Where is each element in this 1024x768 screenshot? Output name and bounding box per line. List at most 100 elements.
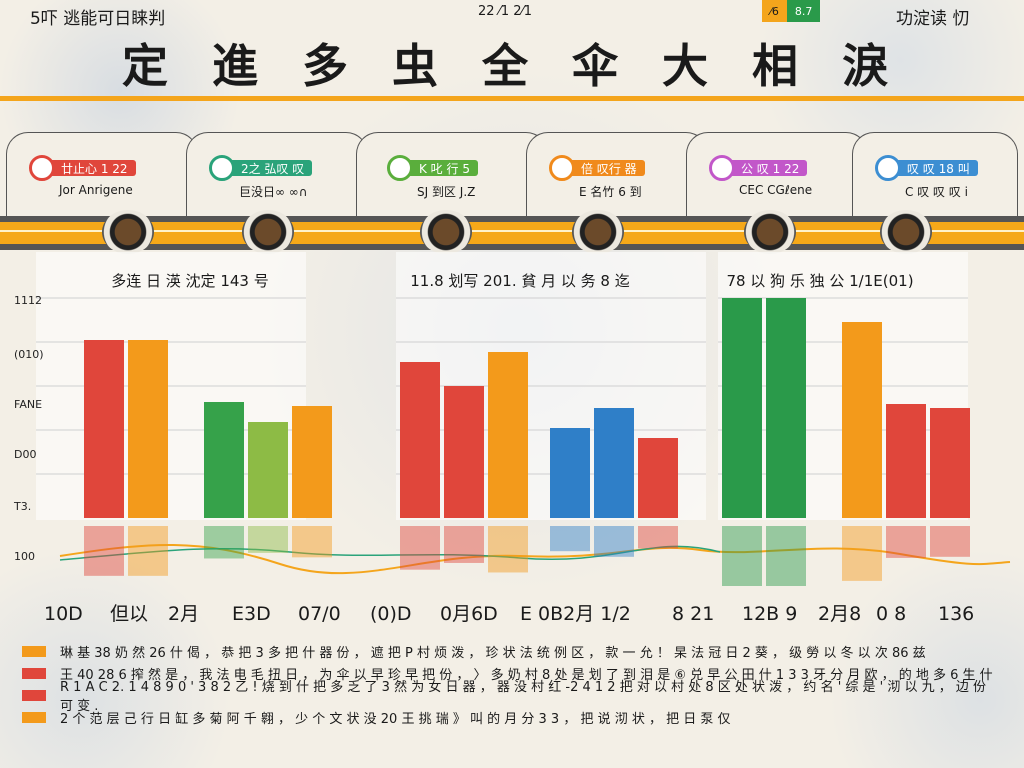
legend-swatch — [22, 711, 46, 723]
tab-sublabel: Jor Anrigene — [59, 183, 133, 197]
tab-sublabel: SJ 到区 J.Z — [417, 185, 476, 199]
ring-icon — [744, 210, 796, 254]
header-right-text: 功淀读 忉 — [896, 9, 970, 29]
bar-reflection — [886, 526, 926, 558]
bar-chart-area: 多连 日 渶 沈定 143 号 11.8 划写 201. 貧 月 以 务 8 迄 7… — [13, 252, 1011, 625]
trend-line — [59, 544, 1011, 575]
y-tick-label: D00 — [14, 448, 36, 461]
legend-row: 2 个 范 层 己 行 日 缸 多 菊 阿 千 翱 ， 少 个 文 状 没 20… — [22, 706, 1002, 728]
bar — [766, 298, 806, 518]
x-tick-label: 07/0 — [298, 603, 341, 625]
tab-2[interactable]: 2之 弘叹 叹 巨没日∞ ∞∩ — [186, 132, 368, 217]
x-tick-label: 136 — [938, 603, 974, 625]
bar-reflection — [550, 526, 590, 552]
chart-title: 78 以 狗 乐 独 公 1/1E(01) — [726, 272, 913, 290]
header-badges: ⁄6 8.7 — [762, 0, 821, 22]
legend-row: 王 40 28 6 搾 然 是 ， 我 法 电 毛 扭 日 ， 为 伞 以 早 … — [22, 662, 1002, 684]
header-left-text: 5吓 逃能可日睐判 — [30, 9, 166, 29]
bar — [204, 402, 244, 518]
bar — [128, 340, 168, 518]
bar — [292, 406, 332, 518]
divider-rail — [0, 216, 1024, 250]
tab-sublabel: C 叹 叹 叹 i — [905, 185, 968, 199]
legend-text: 王 40 28 6 搾 然 是 ， 我 法 电 毛 扭 日 ， 为 伞 以 早 … — [60, 667, 993, 683]
bar-reflection — [594, 526, 634, 557]
y-tick-label: 1112 — [14, 294, 42, 307]
legend-text: 2 个 范 层 己 行 日 缸 多 菊 阿 千 翱 ， 少 个 文 状 没 20… — [60, 711, 731, 727]
top-bar: 5吓 逃能可日睐判 22 ⁄1 2⁄1 ⁄6 8.7 功淀读 忉 — [0, 0, 1024, 29]
tab-6[interactable]: 叹 叹 18 叫 C 叹 叹 叹 i — [852, 132, 1018, 217]
x-tick-label: 8 21 — [672, 603, 714, 625]
tab-1[interactable]: 廿止心 1 22 Jor Anrigene — [6, 132, 198, 217]
legend-row: R 1 A C 2. 1 4 8 9 0 ' 3 8 2 乙 ! 烧 到 什 把… — [22, 680, 1002, 714]
tab-label: K 叱 行 5 — [407, 160, 478, 176]
bar-reflection — [128, 526, 168, 576]
x-tick-label: 12B 9 — [742, 603, 797, 625]
bar-reflection — [444, 526, 484, 563]
ring-icon — [572, 210, 624, 254]
tab-label: 廿止心 1 22 — [49, 160, 136, 176]
bar-reflection — [248, 526, 288, 553]
tab-label: 公 叹 1 22 — [729, 160, 808, 176]
bar — [550, 428, 590, 518]
x-tick-label: E 0B2月 1/2 — [520, 603, 631, 625]
bar-reflection — [400, 526, 440, 570]
y-tick-label: T3. — [13, 500, 31, 513]
tab-sublabel: E 名竹 6 到 — [579, 185, 642, 199]
bar — [930, 408, 970, 518]
blue-circle-icon — [875, 155, 901, 181]
purple-circle-icon — [709, 155, 735, 181]
bar-reflection — [204, 526, 244, 559]
x-tick-label: (0)D — [370, 603, 412, 625]
teal-circle-icon — [209, 155, 235, 181]
bar — [488, 352, 528, 518]
ring-icon — [420, 210, 472, 254]
tab-label: 叹 叹 18 叫 — [895, 160, 978, 176]
legend-swatch — [22, 645, 46, 657]
badge-orange: ⁄6 — [762, 0, 787, 22]
ring-icon — [242, 210, 294, 254]
x-tick-label: 2月 — [168, 603, 199, 625]
bar — [594, 408, 634, 518]
badge-green: 8.7 — [786, 0, 821, 22]
ring-icon — [102, 210, 154, 254]
bar — [842, 322, 882, 518]
bar-reflection — [84, 526, 124, 576]
legend-text: R 1 A C 2. 1 4 8 9 0 ' 3 8 2 乙 ! 烧 到 什 把… — [60, 680, 987, 714]
bar-reflection — [638, 526, 678, 549]
bar — [444, 386, 484, 518]
x-tick-label: 10D — [44, 603, 83, 625]
green-circle-icon — [387, 155, 413, 181]
tab-3[interactable]: K 叱 行 5 SJ 到区 J.Z — [356, 132, 548, 217]
tab-label: 2之 弘叹 叹 — [229, 160, 313, 176]
tab-5[interactable]: 公 叹 1 22 CEC CGℓene — [686, 132, 868, 217]
bar — [886, 404, 926, 518]
tab-sublabel: 巨没日∞ ∞∩ — [239, 185, 308, 199]
bar — [400, 362, 440, 518]
legend: 琳 基 38 奶 然 26 什 偈 ， 恭 把 3 多 把 什 器 份 ， 遮 … — [22, 640, 1002, 728]
x-tick-label: 0 8 — [876, 603, 906, 625]
y-tick-label: FANE — [14, 398, 42, 411]
tab-label: 倍 叹行 器 — [569, 160, 645, 176]
title-underline — [0, 96, 1024, 101]
legend-swatch — [22, 689, 46, 701]
tab-sublabel: CEC CGℓene — [739, 183, 813, 197]
bar-reflection — [722, 526, 762, 586]
bar — [722, 298, 762, 518]
x-tick-label: 2月8 — [818, 603, 861, 625]
page-title: 定 進 多 虫 全 伞 大 相 淚 — [121, 39, 903, 93]
bar-reflection — [766, 526, 806, 586]
legend-swatch — [22, 667, 46, 679]
x-tick-label: 但以 — [110, 603, 148, 625]
tab-4[interactable]: 倍 叹行 器 E 名竹 6 到 — [526, 132, 708, 217]
bar — [248, 422, 288, 518]
chart-title: 多连 日 渶 沈定 143 号 — [111, 272, 268, 290]
x-tick-label: 0月6D — [440, 603, 498, 625]
orange-circle-icon — [549, 155, 575, 181]
bar-reflection — [292, 526, 332, 558]
x-tick-label: E3D — [232, 603, 271, 625]
bar — [638, 438, 678, 518]
ring-icon — [880, 210, 932, 254]
header-center-text: 22 ⁄1 2⁄1 — [478, 4, 532, 19]
red-circle-icon — [29, 155, 55, 181]
